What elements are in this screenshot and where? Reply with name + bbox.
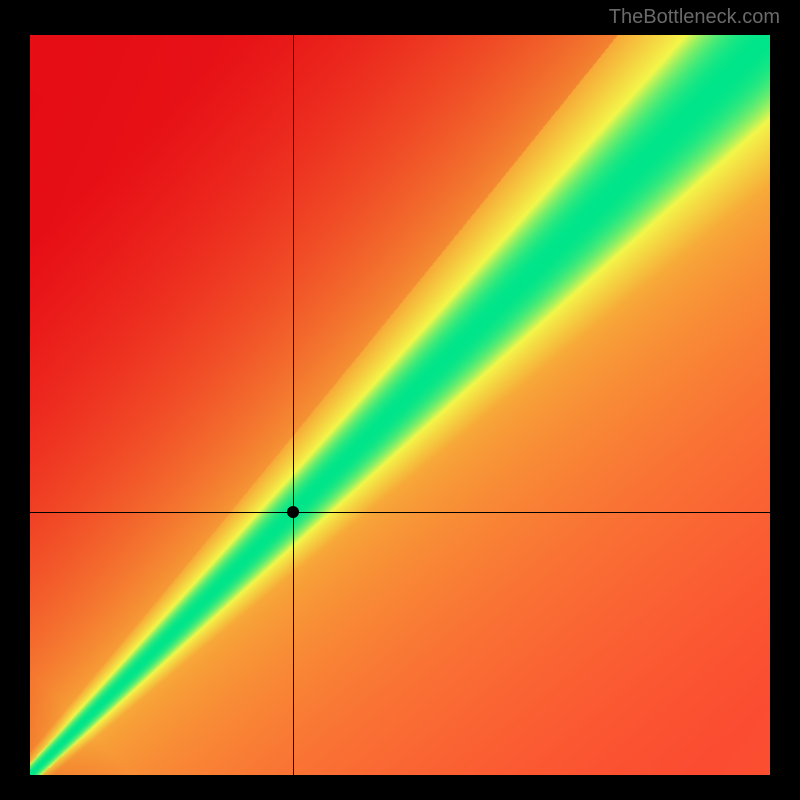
- crosshair-vertical: [293, 35, 294, 775]
- bottleneck-heatmap: [30, 35, 770, 775]
- watermark-text: TheBottleneck.com: [609, 6, 780, 29]
- crosshair-horizontal: [30, 512, 770, 513]
- crosshair-marker: [287, 506, 299, 518]
- plot-area: [30, 35, 770, 775]
